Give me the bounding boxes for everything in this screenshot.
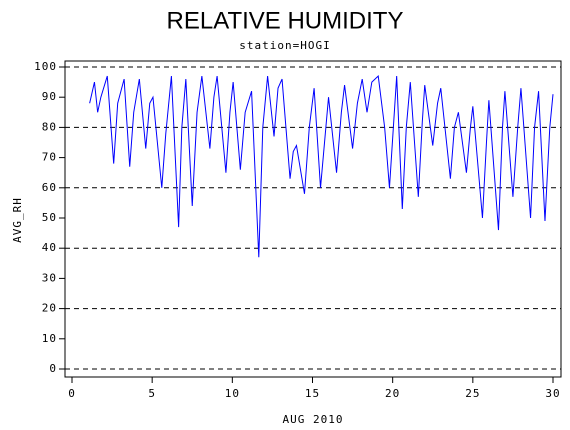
x-tick-label: 15: [305, 387, 320, 400]
x-tick-label: 25: [465, 387, 480, 400]
chart-subtitle: station=HOGI: [239, 39, 330, 52]
y-tick-label: 10: [42, 332, 57, 345]
y-tick-label: 60: [42, 181, 57, 194]
plot-frame: [64, 60, 562, 378]
y-tick-label: 90: [42, 90, 57, 103]
y-tick-label: 40: [42, 241, 57, 254]
x-tick-label: 10: [225, 387, 240, 400]
x-axis-label: AUG 2010: [283, 413, 344, 426]
y-axis-label: AVG_RH: [11, 197, 24, 243]
y-tick-label: 70: [42, 151, 57, 164]
y-tick-label: 50: [42, 211, 57, 224]
y-tick-label: 20: [42, 302, 57, 315]
y-tick-label: 30: [42, 271, 57, 284]
x-tick-label: 20: [385, 387, 400, 400]
x-tick-label: 0: [68, 387, 76, 400]
x-tick-label: 5: [148, 387, 156, 400]
y-tick-label: 100: [34, 60, 57, 73]
data-line: [89, 75, 554, 258]
x-tick-label: 30: [545, 387, 560, 400]
chart-title: RELATIVE HUMIDITY: [167, 7, 404, 34]
y-tick-label: 80: [42, 120, 57, 133]
y-tick-label: 0: [49, 362, 57, 375]
